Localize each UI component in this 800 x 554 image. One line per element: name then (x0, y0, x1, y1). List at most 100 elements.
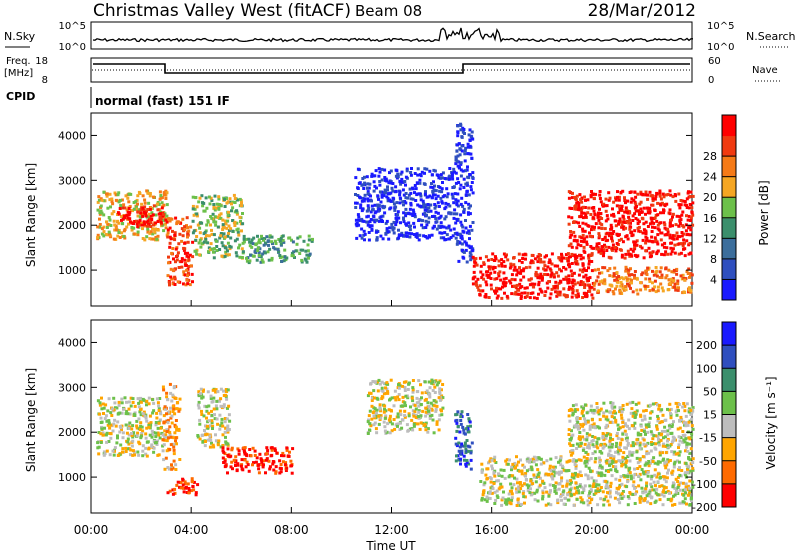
heatmap-cell (223, 458, 227, 462)
heatmap-cell (597, 471, 601, 475)
heatmap-cell (633, 486, 637, 490)
heatmap-cell (513, 284, 516, 288)
heatmap-cell (618, 205, 622, 209)
heatmap-cell (621, 432, 625, 436)
heatmap-cell (674, 477, 678, 481)
heatmap-cell (214, 239, 218, 243)
heatmap-cell (628, 401, 632, 405)
heatmap-cell (468, 251, 472, 255)
heatmap-cell (367, 186, 371, 190)
heatmap-cell (102, 453, 106, 457)
heatmap-cell (591, 452, 595, 455)
heatmap-cell (630, 407, 634, 411)
heatmap-cell (499, 278, 503, 282)
heatmap-cell (96, 446, 100, 450)
heatmap-cell (395, 201, 399, 205)
heatmap-cell (201, 439, 205, 443)
heatmap-cell (662, 208, 665, 212)
heatmap-cell (151, 213, 155, 217)
heatmap-cell (404, 183, 407, 187)
heatmap-cell (643, 284, 647, 288)
heatmap-cell (219, 397, 223, 401)
heatmap-cell (438, 390, 442, 394)
heatmap-cell (460, 410, 464, 414)
heatmap-cell (679, 481, 682, 485)
heatmap-cell (397, 398, 401, 402)
heatmap-cell (262, 459, 265, 463)
heatmap-cell (518, 469, 522, 473)
heatmap-cell (595, 247, 599, 251)
heatmap-cell (257, 238, 261, 242)
heatmap-cell (647, 246, 651, 250)
heatmap-cell (212, 407, 216, 411)
heatmap-cell (379, 215, 383, 219)
heatmap-cell (375, 236, 379, 240)
heatmap-cell (187, 278, 191, 282)
cpid-text: normal (fast) 151 IF (95, 94, 230, 108)
heatmap-cell (678, 426, 682, 430)
heatmap-cell (565, 277, 569, 281)
heatmap-cell (216, 422, 220, 426)
heatmap-cell (573, 409, 577, 413)
heatmap-cell (398, 190, 402, 194)
heatmap-cell (689, 290, 693, 294)
heatmap-cell (228, 197, 232, 201)
heatmap-cell (256, 463, 260, 467)
heatmap-cell (652, 456, 656, 460)
heatmap-cell (270, 256, 274, 260)
heatmap-cell (469, 449, 473, 453)
heatmap-cell (531, 261, 535, 265)
heatmap-cell (568, 235, 572, 239)
heatmap-cell (208, 445, 212, 449)
heatmap-cell (639, 413, 643, 417)
heatmap-cell (120, 411, 124, 415)
heatmap-cell (669, 252, 673, 256)
heatmap-cell (247, 469, 251, 473)
heatmap-cell (219, 216, 223, 220)
heatmap-cell (412, 233, 416, 236)
heatmap-cell (172, 386, 176, 390)
heatmap-cell (132, 201, 136, 204)
heatmap-cell (639, 200, 643, 204)
heatmap-cell (579, 474, 583, 478)
heatmap-cell (363, 181, 367, 185)
heatmap-cell (564, 267, 568, 271)
heatmap-cell (570, 207, 574, 210)
heatmap-cell (186, 482, 190, 486)
heatmap-cell (670, 250, 674, 254)
heatmap-cell (139, 396, 143, 400)
heatmap-cell (503, 264, 507, 268)
heatmap-cell (579, 441, 583, 445)
heatmap-cell (229, 227, 233, 231)
heatmap-cell (567, 262, 571, 266)
heatmap-cell (590, 190, 593, 193)
heatmap-cell (525, 469, 529, 473)
heatmap-cell (464, 427, 468, 431)
heatmap-cell (167, 261, 170, 265)
heatmap-cell (154, 221, 158, 225)
heatmap-cell (240, 458, 244, 462)
heatmap-cell (637, 229, 641, 233)
heatmap-cell (502, 277, 506, 281)
heatmap-cell (611, 207, 614, 211)
heatmap-cell (471, 282, 475, 286)
heatmap-cell (581, 227, 585, 231)
heatmap-cell (236, 230, 240, 234)
heatmap-cell (678, 215, 682, 219)
heatmap-cell (691, 461, 695, 464)
heatmap-cell (420, 391, 424, 395)
heatmap-cell (576, 489, 580, 493)
heatmap-cell (203, 429, 206, 432)
heatmap-cell (664, 435, 667, 439)
heatmap-cell (612, 416, 616, 420)
heatmap-cell (681, 440, 685, 444)
heatmap-cell (597, 409, 601, 413)
heatmap-cell (515, 490, 519, 494)
heatmap-cell (219, 445, 223, 449)
heatmap-cell (432, 431, 436, 435)
heatmap-cell (234, 460, 238, 464)
heatmap-cell (545, 459, 549, 463)
heatmap-cell (493, 455, 497, 459)
heatmap-cell (229, 465, 233, 469)
heatmap-cell (459, 162, 463, 166)
